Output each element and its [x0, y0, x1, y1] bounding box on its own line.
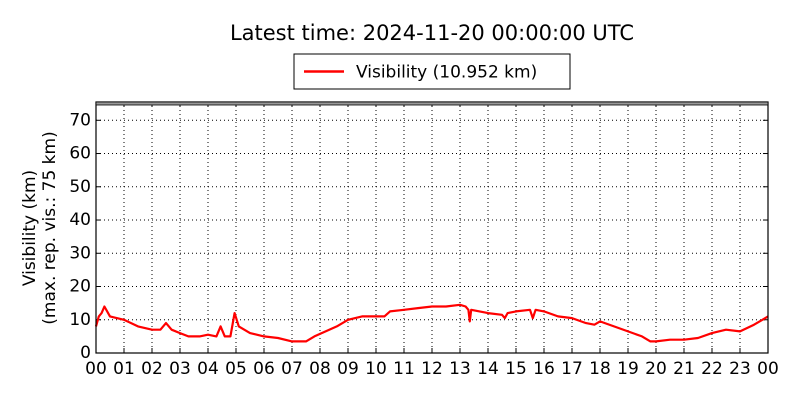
- x-tick-label: 01: [113, 359, 135, 379]
- y-axis-label: Visibility (km): [20, 170, 40, 286]
- chart-title: Latest time: 2024-11-20 00:00:00 UTC: [230, 21, 634, 45]
- x-tick-label: 20: [645, 359, 667, 379]
- x-tick-label: 06: [253, 359, 275, 379]
- x-tick-label: 22: [701, 359, 723, 379]
- y-tick-label: 50: [69, 177, 91, 197]
- data-line: [94, 303, 769, 343]
- x-tick-label: 08: [309, 359, 331, 379]
- y-tick-label: 70: [69, 110, 91, 130]
- legend-label: Visibility (10.952 km): [356, 63, 537, 83]
- x-tick-label: 21: [673, 359, 695, 379]
- x-tick-label: 09: [337, 359, 359, 379]
- x-tick-label: 15: [505, 359, 527, 379]
- x-tick-label: 18: [589, 359, 611, 379]
- y-tick-label: 20: [69, 277, 91, 297]
- x-tick-label: 13: [449, 359, 471, 379]
- x-tick-label: 17: [561, 359, 583, 379]
- x-tick-label: 14: [477, 359, 499, 379]
- y-tick-label: 40: [69, 210, 91, 230]
- plot-top-band: [95, 101, 769, 106]
- x-tick-label: 00: [85, 359, 107, 379]
- y-tick-label: 10: [69, 310, 91, 330]
- y-tick-label: 60: [69, 144, 91, 164]
- y-axis-label: (max. rep. vis.: 75 km): [40, 131, 60, 324]
- x-tick-label: 07: [281, 359, 303, 379]
- y-tick-label: 30: [69, 243, 91, 263]
- x-tick-label: 23: [729, 359, 751, 379]
- x-tick-label: 12: [421, 359, 443, 379]
- legend-box: [293, 53, 571, 90]
- x-tick-label: 05: [225, 359, 247, 379]
- x-tick-label: 16: [533, 359, 555, 379]
- x-tick-label: 10: [365, 359, 387, 379]
- x-tick-label: 11: [393, 359, 415, 379]
- x-tick-label: 19: [617, 359, 639, 379]
- x-tick-label: 00: [757, 359, 779, 379]
- x-tick-label: 03: [169, 359, 191, 379]
- x-tick-label: 02: [141, 359, 163, 379]
- y-tick-label: 0: [80, 343, 91, 363]
- x-tick-label: 04: [197, 359, 219, 379]
